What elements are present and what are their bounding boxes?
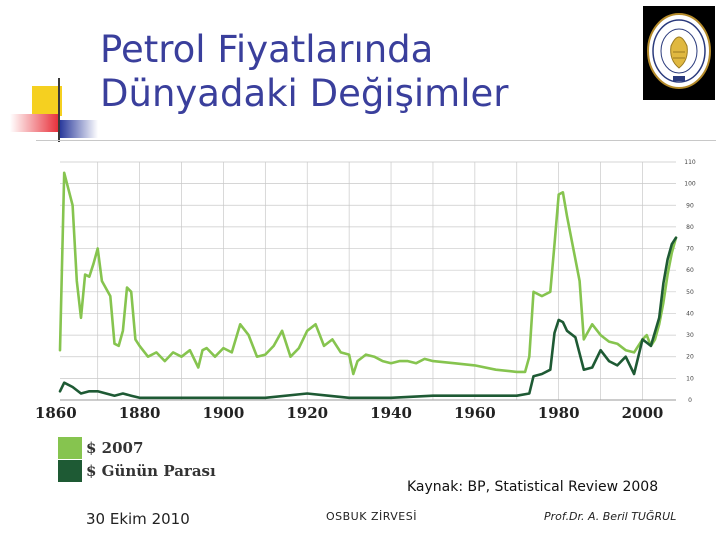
legend-label-current: $ Günün Parası [86,461,216,480]
y-tick-label: 60 [686,267,694,274]
source-note: Kaynak: BP, Statistical Review 2008 [407,479,659,495]
legend-swatch-current [58,459,82,482]
chart-legend: $ 2007 $ Günün Parası [58,436,216,482]
legend-label-2007: $ 2007 [86,438,144,457]
footer-date: 30 Ekim 2010 [86,510,190,528]
university-logo [643,6,715,100]
x-tick-label: 1980 [538,404,580,422]
decor-yellow-square [32,86,62,116]
slide-title-line-2: Dünyadaki Değişimler [100,72,509,115]
x-tick-label: 1920 [286,404,328,422]
y-tick-label: 30 [686,332,694,339]
chart-series-layer [58,171,678,400]
slide-title: Petrol Fiyatlarında Dünyadaki Değişimler [100,28,508,116]
x-tick-label: 2000 [622,404,664,422]
x-tick-label: 1880 [119,404,161,422]
decor-horizontal-line [36,140,716,141]
x-tick-label: 1900 [203,404,245,422]
legend-swatch-2007 [58,436,82,459]
y-tick-label: 80 [686,224,694,231]
y-tick-label: 40 [686,310,694,317]
y-tick-label: 0 [688,397,692,404]
series-line-0 [58,171,678,376]
series-line-1 [58,236,678,400]
x-tick-label: 1940 [370,404,412,422]
university-seal-icon [647,13,711,89]
y-tick-label: 70 [686,246,694,253]
y-tick-label: 110 [684,159,696,166]
y-axis-ticks: 0 10 20 30 40 50 60 70 80 90 100 110 [684,159,696,404]
footer-author: Prof.Dr. A. Beril TUĞRUL [544,510,677,523]
y-tick-label: 100 [684,181,696,188]
y-tick-label: 90 [686,202,694,209]
legend-item-2007: $ 2007 [58,436,216,459]
oil-price-chart: 1860 1880 1900 1920 1940 1960 1980 2000 0 10 20 30… [35,159,696,422]
decor-blue-bar [60,120,98,138]
legend-item-current: $ Günün Parası [58,459,216,482]
slide-title-line-1: Petrol Fiyatlarında [100,28,434,71]
y-tick-label: 10 [686,375,694,382]
y-tick-label: 20 [686,354,694,361]
x-axis-ticks: 1860 1880 1900 1920 1940 1960 1980 2000 [35,404,663,422]
x-tick-label: 1960 [454,404,496,422]
decor-vertical-line [58,78,60,142]
decor-red-bar [10,114,58,132]
y-tick-label: 50 [686,289,694,296]
x-tick-label: 1860 [35,404,77,422]
footer-event: OSBUK ZİRVESİ [326,510,417,523]
